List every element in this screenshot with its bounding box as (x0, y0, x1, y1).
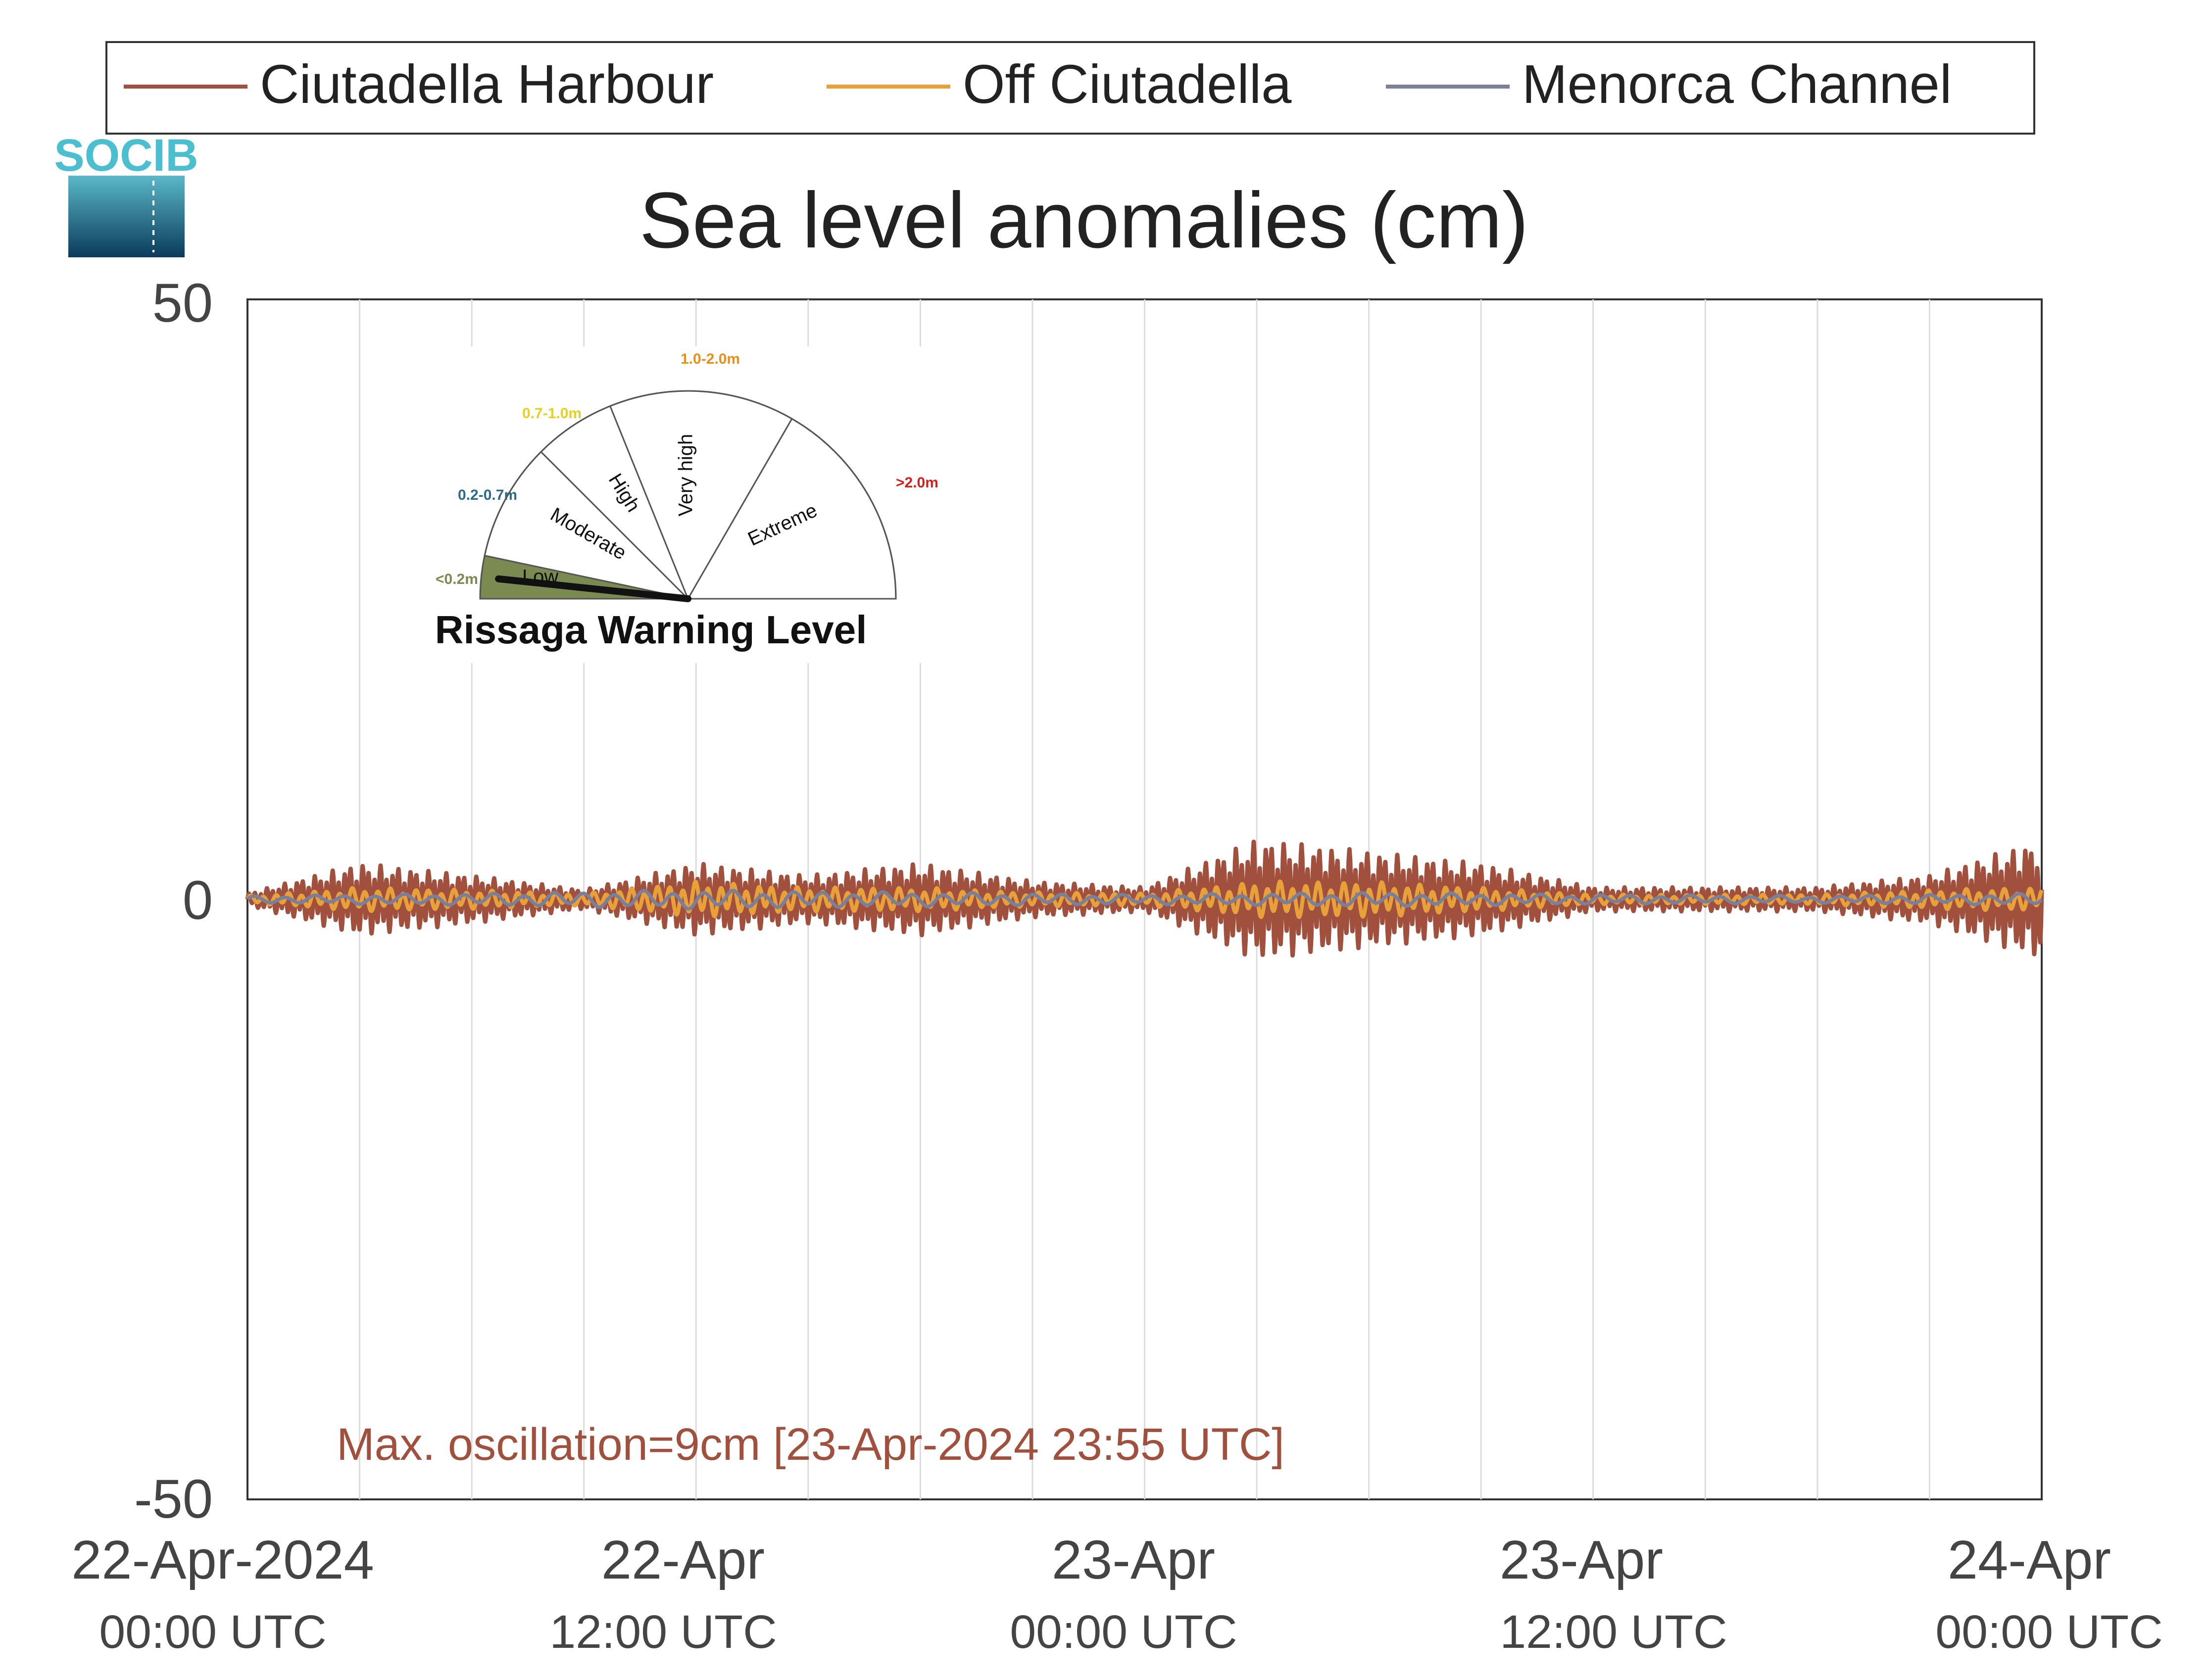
socib-logo: SOCIB (54, 130, 198, 257)
x-tick-time: 00:00 UTC (99, 1606, 326, 1658)
legend-label-off-ciutadella: Off Ciutadella (963, 54, 1292, 115)
series-line-menorca-channel (246, 889, 2043, 911)
gauge-title: Rissaga Warning Level (435, 608, 867, 652)
legend-label-ciutadella-harbour: Ciutadella Harbour (260, 54, 714, 115)
gauge-segment-label: Very high (675, 434, 697, 517)
x-tick-date: 22-Apr (601, 1530, 765, 1590)
x-tick-date: 22-Apr-2024 (71, 1530, 374, 1590)
x-tick-date: 23-Apr (1500, 1530, 1663, 1590)
gauge-needle (495, 575, 691, 602)
legend-label-menorca-channel: Menorca Channel (1522, 54, 1952, 115)
gauge-range-label: >2.0m (896, 475, 938, 491)
x-tick-time: 00:00 UTC (1010, 1606, 1237, 1658)
logo-text: SOCIB (54, 130, 198, 181)
chart-title: Sea level anomalies (cm) (639, 176, 1528, 264)
legend: Ciutadella Harbour Off Ciutadella Menorc… (105, 41, 2035, 135)
series-layer (245, 839, 2044, 958)
y-tick-label: -50 (134, 1469, 213, 1530)
x-tick-time: 12:00 UTC (549, 1606, 777, 1658)
max-oscillation-annotation: Max. oscillation=9cm [23-Apr-2024 23:55 … (337, 1419, 1284, 1470)
x-tick-time: 12:00 UTC (1500, 1606, 1727, 1658)
x-tick-time: 00:00 UTC (1935, 1606, 2162, 1658)
x-axis: 22-Apr-2024 00:00 UTC 22-Apr 12:00 UTC 2… (71, 1530, 2162, 1658)
gauge-range-label: <0.2m (436, 571, 478, 587)
gauge-range-label: 0.7-1.0m (522, 405, 582, 422)
y-axis: 50 0 -50 (134, 273, 213, 1530)
gauge-range-label: 1.0-2.0m (681, 351, 740, 367)
y-tick-label: 50 (152, 273, 213, 334)
x-tick-date: 23-Apr (1052, 1530, 1215, 1590)
x-tick-date: 24-Apr (1948, 1530, 2111, 1590)
y-tick-label: 0 (183, 870, 213, 931)
